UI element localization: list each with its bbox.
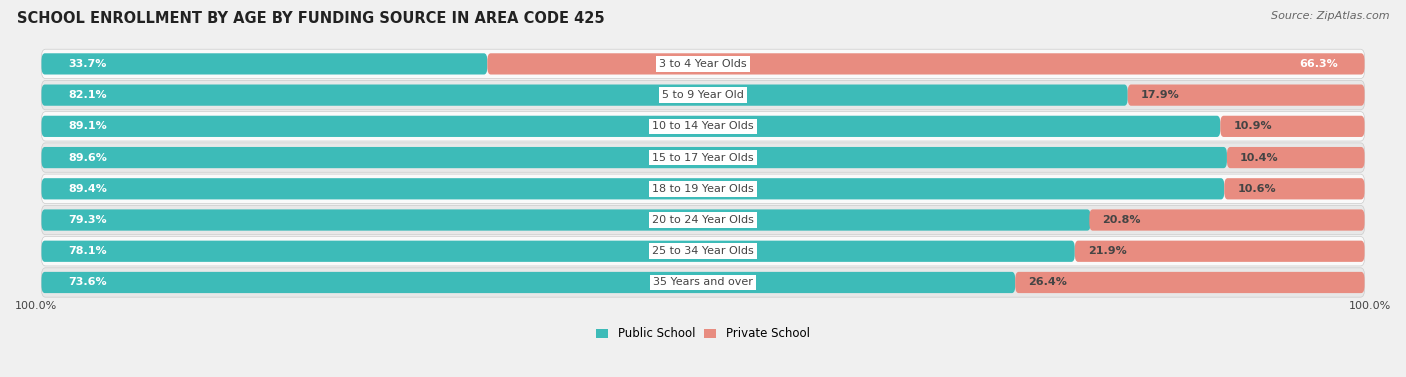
Text: Source: ZipAtlas.com: Source: ZipAtlas.com: [1271, 11, 1389, 21]
Text: 5 to 9 Year Old: 5 to 9 Year Old: [662, 90, 744, 100]
Text: 10.9%: 10.9%: [1233, 121, 1272, 131]
Text: 20.8%: 20.8%: [1102, 215, 1142, 225]
Text: 17.9%: 17.9%: [1140, 90, 1180, 100]
Text: 66.3%: 66.3%: [1299, 59, 1339, 69]
Text: 100.0%: 100.0%: [1348, 300, 1391, 311]
FancyBboxPatch shape: [41, 143, 1365, 172]
FancyBboxPatch shape: [41, 174, 1365, 204]
FancyBboxPatch shape: [1225, 178, 1365, 199]
FancyBboxPatch shape: [41, 84, 1128, 106]
FancyBboxPatch shape: [1090, 209, 1365, 231]
Text: 26.4%: 26.4%: [1028, 277, 1067, 288]
Text: 33.7%: 33.7%: [67, 59, 107, 69]
FancyBboxPatch shape: [41, 53, 488, 75]
FancyBboxPatch shape: [41, 178, 1225, 199]
FancyBboxPatch shape: [1015, 272, 1365, 293]
Text: 10.6%: 10.6%: [1237, 184, 1277, 194]
Text: 35 Years and over: 35 Years and over: [652, 277, 754, 288]
Text: 25 to 34 Year Olds: 25 to 34 Year Olds: [652, 246, 754, 256]
FancyBboxPatch shape: [41, 241, 1074, 262]
FancyBboxPatch shape: [41, 237, 1365, 266]
FancyBboxPatch shape: [1128, 84, 1365, 106]
FancyBboxPatch shape: [41, 209, 1091, 231]
FancyBboxPatch shape: [41, 112, 1365, 141]
Text: SCHOOL ENROLLMENT BY AGE BY FUNDING SOURCE IN AREA CODE 425: SCHOOL ENROLLMENT BY AGE BY FUNDING SOUR…: [17, 11, 605, 26]
Text: 20 to 24 Year Olds: 20 to 24 Year Olds: [652, 215, 754, 225]
FancyBboxPatch shape: [41, 49, 1365, 78]
Text: 10 to 14 Year Olds: 10 to 14 Year Olds: [652, 121, 754, 131]
Text: 10.4%: 10.4%: [1240, 153, 1279, 162]
Text: 100.0%: 100.0%: [15, 300, 58, 311]
Text: 78.1%: 78.1%: [67, 246, 107, 256]
FancyBboxPatch shape: [41, 272, 1015, 293]
Text: 89.1%: 89.1%: [67, 121, 107, 131]
FancyBboxPatch shape: [41, 268, 1365, 297]
FancyBboxPatch shape: [41, 147, 1227, 168]
Legend: Public School, Private School: Public School, Private School: [592, 323, 814, 345]
FancyBboxPatch shape: [1227, 147, 1365, 168]
FancyBboxPatch shape: [41, 205, 1365, 235]
FancyBboxPatch shape: [41, 80, 1365, 110]
Text: 21.9%: 21.9%: [1088, 246, 1126, 256]
Text: 18 to 19 Year Olds: 18 to 19 Year Olds: [652, 184, 754, 194]
Text: 79.3%: 79.3%: [67, 215, 107, 225]
Text: 89.4%: 89.4%: [67, 184, 107, 194]
Text: 89.6%: 89.6%: [67, 153, 107, 162]
FancyBboxPatch shape: [488, 53, 1365, 75]
FancyBboxPatch shape: [1074, 241, 1365, 262]
FancyBboxPatch shape: [1220, 116, 1365, 137]
Text: 73.6%: 73.6%: [67, 277, 107, 288]
Text: 82.1%: 82.1%: [67, 90, 107, 100]
Text: 15 to 17 Year Olds: 15 to 17 Year Olds: [652, 153, 754, 162]
Text: 3 to 4 Year Olds: 3 to 4 Year Olds: [659, 59, 747, 69]
FancyBboxPatch shape: [41, 116, 1220, 137]
